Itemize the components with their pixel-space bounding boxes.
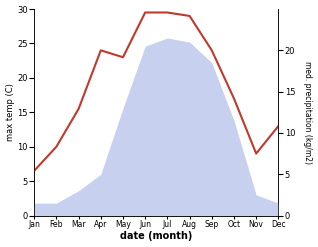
X-axis label: date (month): date (month)	[120, 231, 192, 242]
Y-axis label: max temp (C): max temp (C)	[5, 83, 15, 141]
Y-axis label: med. precipitation (kg/m2): med. precipitation (kg/m2)	[303, 61, 313, 164]
